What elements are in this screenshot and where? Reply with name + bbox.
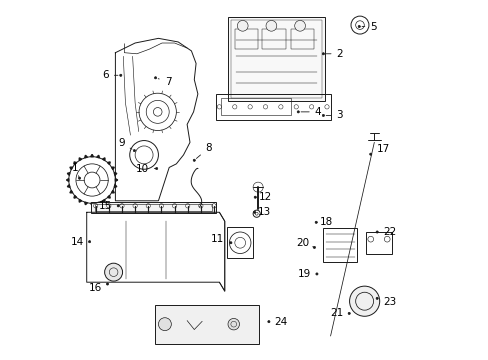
Polygon shape [67, 173, 70, 175]
Polygon shape [102, 158, 105, 161]
Text: 2: 2 [325, 49, 343, 59]
Circle shape [313, 246, 315, 248]
Text: 16: 16 [88, 283, 107, 293]
Bar [228, 17, 325, 101]
Text: 14: 14 [70, 237, 89, 247]
Circle shape [375, 297, 378, 300]
Text: 21: 21 [329, 309, 348, 318]
Polygon shape [84, 202, 87, 205]
Circle shape [133, 149, 135, 152]
Circle shape [154, 77, 156, 79]
Polygon shape [70, 167, 73, 170]
Circle shape [88, 240, 90, 243]
Bar [234, 30, 258, 49]
Text: 3: 3 [325, 111, 343, 121]
Polygon shape [90, 203, 93, 206]
Text: 22: 22 [376, 227, 395, 237]
Circle shape [314, 221, 317, 224]
Circle shape [347, 312, 349, 315]
Polygon shape [97, 202, 99, 205]
Circle shape [104, 263, 122, 281]
Text: 9: 9 [118, 138, 132, 149]
Circle shape [322, 114, 324, 117]
Polygon shape [111, 167, 114, 170]
Bar [215, 94, 330, 120]
Polygon shape [84, 155, 87, 158]
Circle shape [265, 21, 276, 31]
Polygon shape [114, 185, 117, 187]
Polygon shape [107, 195, 110, 198]
Text: 20: 20 [296, 238, 314, 248]
Circle shape [78, 177, 81, 179]
Circle shape [357, 26, 360, 28]
Circle shape [253, 211, 255, 213]
Bar [94, 204, 212, 211]
Circle shape [267, 320, 269, 323]
Circle shape [375, 231, 378, 233]
Text: 5: 5 [361, 22, 376, 32]
Polygon shape [90, 154, 93, 157]
Circle shape [106, 283, 108, 285]
Bar [221, 98, 290, 116]
Bar [91, 202, 215, 213]
Text: 17: 17 [370, 144, 389, 154]
Polygon shape [79, 158, 81, 161]
Circle shape [315, 273, 317, 275]
Text: 12: 12 [255, 192, 272, 202]
Text: 19: 19 [297, 269, 316, 279]
Circle shape [158, 318, 171, 330]
Circle shape [229, 242, 231, 244]
Circle shape [155, 167, 158, 170]
Text: 13: 13 [254, 207, 271, 217]
Circle shape [322, 53, 324, 55]
Circle shape [237, 21, 247, 31]
Text: 8: 8 [196, 143, 212, 158]
Bar [227, 226, 253, 258]
Text: 23: 23 [376, 297, 395, 307]
Polygon shape [74, 195, 77, 198]
Circle shape [254, 196, 256, 198]
Bar [231, 20, 322, 98]
Text: 15: 15 [99, 201, 118, 211]
Text: 1: 1 [72, 163, 80, 178]
Polygon shape [66, 179, 69, 181]
Polygon shape [102, 199, 105, 202]
Bar [323, 228, 357, 262]
Circle shape [294, 21, 305, 31]
Text: 10: 10 [135, 163, 156, 174]
Text: 7: 7 [158, 77, 171, 87]
Circle shape [297, 111, 299, 113]
Circle shape [120, 74, 122, 76]
Polygon shape [111, 190, 114, 193]
Polygon shape [97, 155, 99, 158]
Circle shape [369, 153, 371, 155]
Circle shape [227, 319, 239, 330]
Polygon shape [107, 162, 110, 165]
Polygon shape [79, 199, 81, 202]
Text: 6: 6 [102, 70, 118, 80]
Polygon shape [74, 162, 77, 165]
Polygon shape [67, 185, 70, 187]
Polygon shape [115, 179, 118, 181]
Polygon shape [114, 173, 117, 175]
Text: 18: 18 [316, 217, 332, 227]
Circle shape [193, 159, 195, 161]
Text: 4: 4 [301, 107, 321, 117]
Text: 24: 24 [268, 317, 287, 327]
Polygon shape [70, 190, 73, 193]
Bar [155, 305, 258, 343]
Circle shape [349, 286, 379, 316]
Bar [262, 30, 285, 49]
Circle shape [117, 205, 119, 207]
Bar [366, 232, 391, 253]
Text: 11: 11 [211, 234, 230, 244]
Bar [290, 30, 314, 49]
